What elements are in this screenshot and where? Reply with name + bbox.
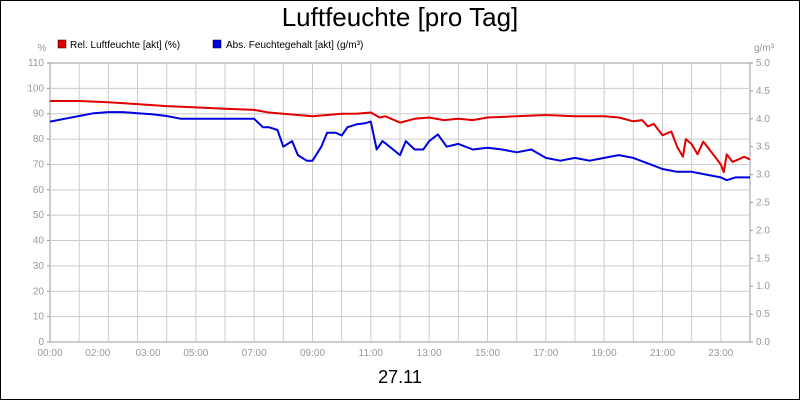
legend-swatch-2 (212, 39, 222, 49)
y-right-tick-label: 3.0 (756, 170, 770, 181)
y-right-tick-label: 2.5 (756, 198, 770, 209)
y-right-tick-label: 1.5 (756, 253, 770, 264)
y-left-tick-label: 50 (33, 210, 45, 221)
y-right-tick-label: 2.0 (756, 225, 770, 236)
y-left-tick-label: 40 (33, 236, 45, 247)
date-label: 27.11 (378, 367, 422, 387)
x-tick-label: 09:00 (300, 348, 325, 359)
x-tick-label: 02:00 (85, 348, 110, 359)
x-tick-label: 05:00 (183, 348, 208, 359)
y-right-tick-label: 0.0 (756, 337, 770, 348)
x-tick-label: 23:00 (708, 348, 733, 359)
x-tick-label: 07:00 (242, 348, 267, 359)
legend-swatch-1 (57, 39, 67, 49)
x-tick-label: 21:00 (650, 348, 675, 359)
y-right-tick-label: 0.5 (756, 309, 770, 320)
y-right-tick-label: 1.0 (756, 281, 770, 292)
axes: 0 10 20 30 40 50 60 70 80 90 100 110 0.0 0.5 1.0 1.5 2.0… (27, 43, 774, 359)
chart-title: Luftfeuchte [pro Tag] (281, 2, 519, 32)
x-tick-label: 19:00 (592, 348, 617, 359)
y-right-tick-label: 3.5 (756, 142, 770, 153)
y-right-tick-label: 4.0 (756, 114, 770, 125)
grid (50, 63, 750, 342)
x-tick-label: 03:00 (136, 348, 161, 359)
y-left-tick-label: 70 (33, 159, 45, 170)
x-tick-label: 11:00 (359, 348, 384, 359)
y-right-tick-label: 5.0 (756, 58, 770, 69)
series-line-2 (49, 111, 750, 182)
legend-label-1: Rel. Luftfeuchte [akt] (%) (70, 40, 180, 51)
series-line-1 (50, 100, 751, 174)
y-right-unit: g/m³ (754, 43, 775, 54)
x-tick-label: 15:00 (475, 348, 500, 359)
y-left-tick-label: 100 (27, 83, 44, 94)
x-tick-label: 00:00 (37, 348, 62, 359)
series (49, 100, 751, 182)
y-left-tick-label: 0 (38, 337, 44, 348)
y-left-tick-label: 30 (33, 261, 45, 272)
y-right-tick-label: 4.5 (756, 86, 770, 97)
y-left-tick-label: 90 (33, 109, 45, 120)
y-left-tick-label: 20 (33, 286, 45, 297)
y-left-unit: % (38, 43, 47, 54)
y-left-tick-label: 80 (33, 134, 45, 145)
legend-label-2: Abs. Feuchtegehalt [akt] (g/m³) (226, 40, 363, 51)
y-left-tick-label: 60 (33, 185, 45, 196)
legend: Rel. Luftfeuchte [akt] (%) Abs. Feuchtege… (57, 39, 363, 51)
x-tick-label: 13:00 (417, 348, 442, 359)
y-left-tick-label: 110 (28, 58, 44, 69)
y-left-tick-label: 10 (33, 312, 45, 323)
x-tick-label: 17:00 (533, 348, 558, 359)
